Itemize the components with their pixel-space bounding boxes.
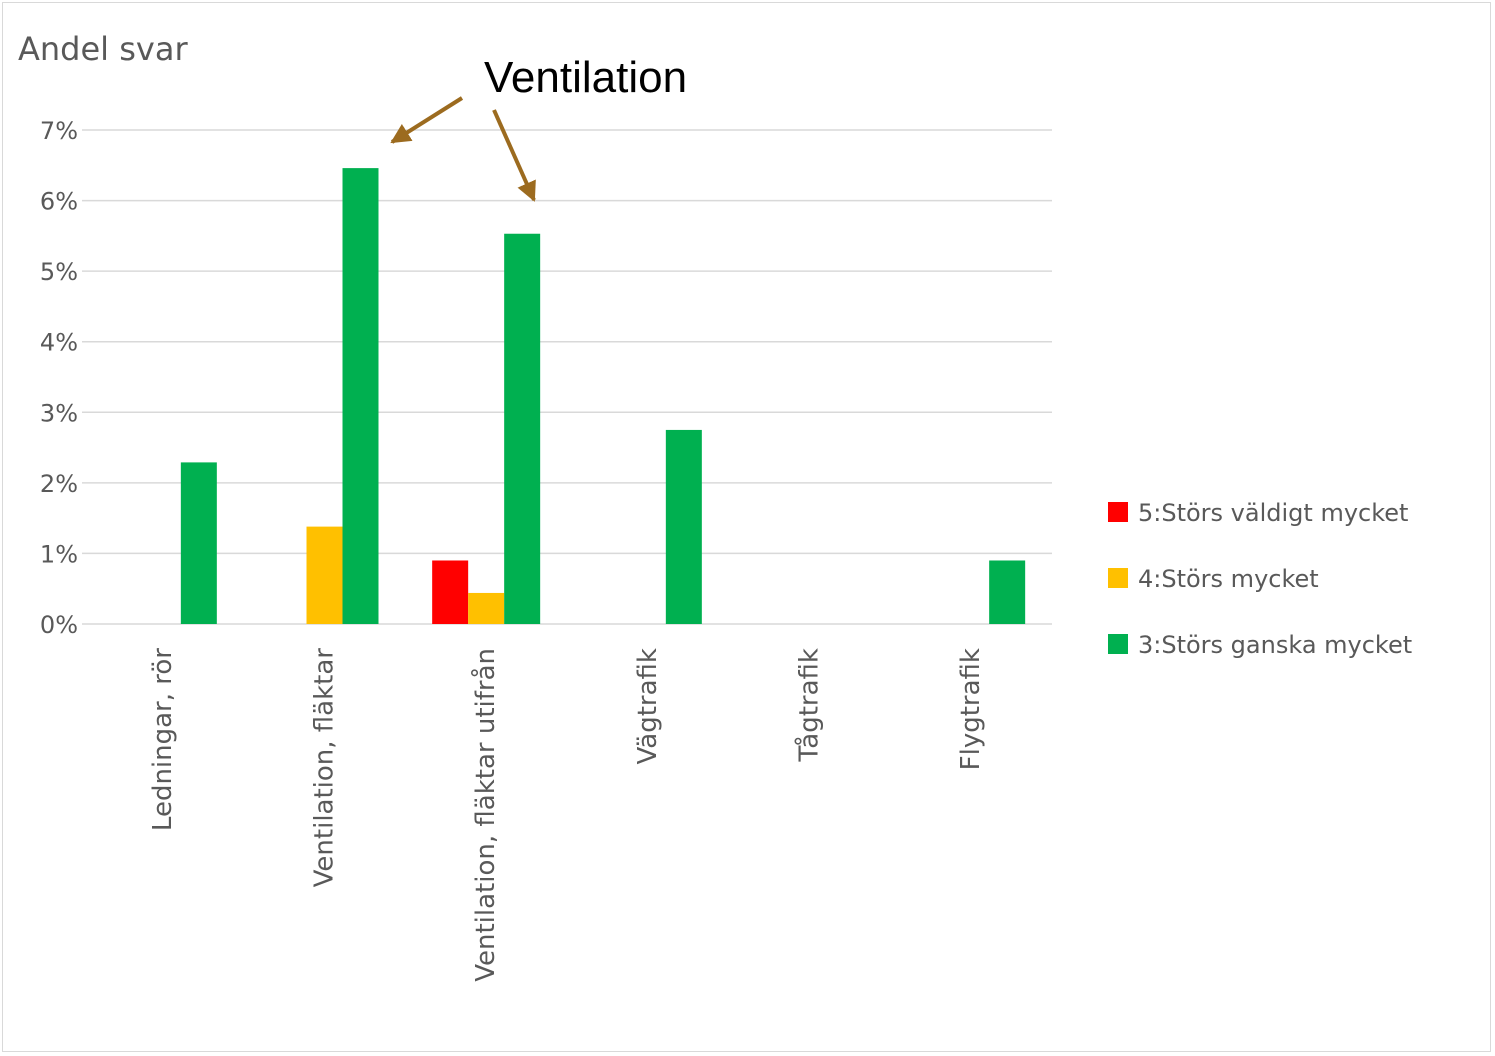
y-axis-label: Andel svar xyxy=(18,30,188,68)
x-tick-label: Vägtrafik xyxy=(633,648,663,764)
y-tick-label: 7% xyxy=(40,117,78,145)
bar xyxy=(665,429,702,624)
bars xyxy=(180,168,1026,625)
legend-swatch xyxy=(1108,568,1128,588)
annotation-arrow xyxy=(492,109,536,202)
x-tick-label: Flygtrafik xyxy=(956,648,986,770)
gridlines xyxy=(82,129,1052,625)
bar xyxy=(180,462,217,624)
legend-label: 3:Störs ganska mycket xyxy=(1138,631,1412,659)
legend-label: 4:Störs mycket xyxy=(1138,565,1319,593)
bar xyxy=(306,526,343,624)
bar xyxy=(989,560,1026,624)
y-tick-label: 4% xyxy=(40,329,78,357)
legend: 5:Störs väldigt mycket 4:Störs mycket 3:St… xyxy=(1108,499,1412,659)
legend-label: 5:Störs väldigt mycket xyxy=(1138,499,1408,527)
annotation: Ventilation xyxy=(390,53,687,202)
x-tick-label: Ventilation, fläktar utifrån xyxy=(470,648,501,982)
y-tick-label: 0% xyxy=(40,611,78,639)
y-tick-label: 3% xyxy=(40,399,78,427)
annotation-text: Ventilation xyxy=(484,53,687,102)
y-tick-label: 2% xyxy=(40,470,78,498)
x-tick-label: Ledningar, rör xyxy=(148,648,178,831)
x-tick-label: Tågtrafik xyxy=(794,648,825,763)
bar xyxy=(432,560,469,624)
y-tick-label: 1% xyxy=(40,540,78,568)
bar xyxy=(342,168,379,624)
annotation-arrow xyxy=(390,96,464,144)
x-tick-labels: Ledningar, rör Ventilation, fläktar Ventil… xyxy=(148,648,986,982)
bar xyxy=(468,592,505,624)
y-tick-labels: 0% 1% 2% 3% 4% 5% 6% 7% xyxy=(40,117,78,639)
legend-swatch xyxy=(1108,634,1128,654)
bar xyxy=(504,233,541,625)
x-tick-label: Ventilation, fläktar xyxy=(310,648,340,888)
legend-swatch xyxy=(1108,502,1128,522)
y-tick-label: 5% xyxy=(40,258,78,286)
y-tick-label: 6% xyxy=(40,188,78,216)
